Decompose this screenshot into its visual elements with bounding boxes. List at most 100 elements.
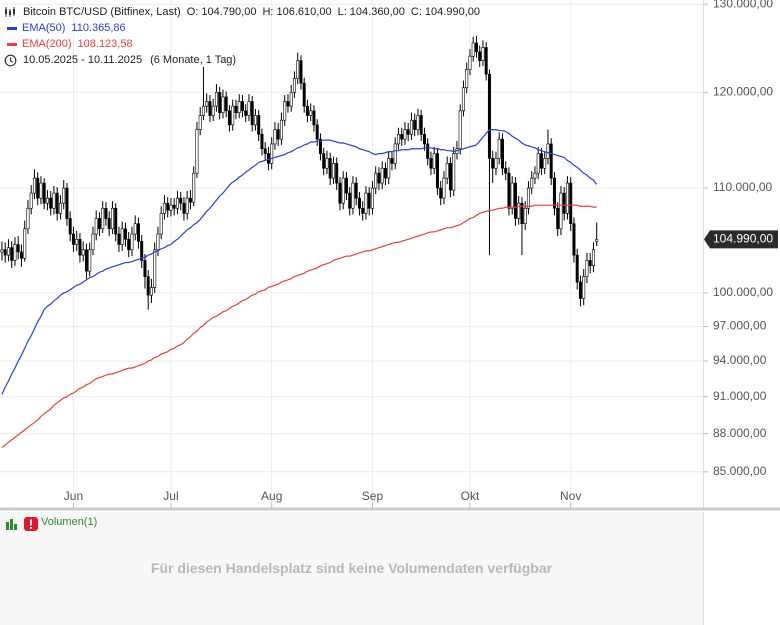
candle-body xyxy=(260,134,264,150)
candle-body xyxy=(247,101,251,116)
candle-body xyxy=(338,182,342,204)
candle-body xyxy=(396,134,400,145)
candle-body xyxy=(49,197,53,209)
candle-body xyxy=(172,204,176,209)
candle-body xyxy=(75,238,79,245)
candle-body xyxy=(179,197,183,204)
y-tick-label: 97.000,00 xyxy=(713,319,767,333)
candle-body xyxy=(149,287,153,296)
ohlc-label: H: 106.610,00 xyxy=(262,6,332,18)
y-tick-label: 85.000,00 xyxy=(713,464,767,478)
candle-body xyxy=(513,182,517,219)
legend-row: 10.05.2025 - 10.11.2025 (6 Monate, 1 Tag… xyxy=(4,52,486,68)
candle-body xyxy=(84,249,88,272)
candle-body xyxy=(117,233,121,245)
candle-body xyxy=(133,223,137,235)
candle-body xyxy=(286,101,290,107)
candle-body xyxy=(94,218,98,235)
candle-body xyxy=(296,60,300,79)
x-tick-label: Okt xyxy=(461,489,480,503)
candle-body xyxy=(442,177,446,199)
candle-body xyxy=(195,129,199,174)
candle-body xyxy=(240,101,244,112)
ohlc-label: C: 104.990,00 xyxy=(410,6,480,18)
candle-body xyxy=(507,172,511,209)
volume-panel: Volumen(1) Für diesen Handelsplatz sind … xyxy=(0,512,704,625)
candle-body xyxy=(136,223,140,242)
candle-body xyxy=(237,101,241,113)
candle-body xyxy=(416,115,420,130)
candle-body xyxy=(16,244,20,253)
candle-body xyxy=(530,177,534,189)
x-tick-label: Sep xyxy=(362,489,384,503)
candle-body xyxy=(484,47,488,75)
legend-name: EMA(50) xyxy=(22,22,66,34)
candle-body xyxy=(273,129,277,145)
candle-body xyxy=(377,172,381,184)
candle-body xyxy=(305,105,309,116)
y-tick-label: 91.000,00 xyxy=(713,389,767,403)
ohlc-label: L: 104.360,00 xyxy=(337,6,405,18)
candle-body xyxy=(153,249,157,288)
candle-body xyxy=(39,182,43,199)
price-tag-label: 104.990,00 xyxy=(713,232,773,246)
candle-body xyxy=(471,42,475,57)
legend-value: 110.365,86 xyxy=(71,22,126,34)
candle-body xyxy=(312,110,316,126)
candle-body xyxy=(101,207,105,230)
candle-body xyxy=(367,192,371,209)
candle-body xyxy=(409,119,413,135)
volume-message: Für diesen Handelsplatz sind keine Volum… xyxy=(150,560,553,576)
candle-body xyxy=(266,153,270,164)
period-note: (6 Monate, 1 Tag) xyxy=(150,54,237,66)
candle-body xyxy=(435,153,439,189)
legend-row: EMA(50) 110.365,86 xyxy=(4,20,486,36)
x-tick-label: Nov xyxy=(560,489,581,503)
candle-body xyxy=(419,115,423,135)
candle-body xyxy=(575,254,579,283)
candle-body xyxy=(88,249,92,272)
candle-body xyxy=(387,158,391,179)
candle-body xyxy=(322,153,326,169)
candle-body xyxy=(214,92,218,107)
candle-body xyxy=(263,148,267,154)
candle-body xyxy=(36,177,40,199)
candle-body xyxy=(315,124,319,140)
candle-body xyxy=(364,192,368,214)
candle-body xyxy=(127,238,131,251)
candle-body xyxy=(6,247,10,256)
candle-body xyxy=(559,192,563,230)
candle-body xyxy=(539,153,543,169)
candle-body xyxy=(283,101,287,121)
candle-body xyxy=(452,153,456,191)
candle-body xyxy=(465,69,469,89)
candle-body xyxy=(227,110,231,126)
x-tick-label: Jun xyxy=(64,489,83,503)
y-tick-label: 120.000,00 xyxy=(713,84,773,98)
candle-body xyxy=(549,143,553,179)
candle-body xyxy=(406,129,410,135)
candle-body xyxy=(52,192,56,209)
candle-body xyxy=(201,105,205,116)
ema-line xyxy=(1,204,597,448)
candle-body xyxy=(491,158,495,169)
candle-body xyxy=(331,163,335,179)
candle-body xyxy=(107,218,111,230)
legend-row: EMA(200) 108.123,58 xyxy=(4,36,486,52)
legend: Bitcoin BTC/USD (Bitfinex, Last) O: 104.… xyxy=(4,4,486,68)
candle-body xyxy=(231,105,235,126)
y-tick-label: 94.000,00 xyxy=(713,353,767,367)
legend-swatch xyxy=(7,42,17,46)
candle-body xyxy=(432,153,436,169)
candle-body xyxy=(175,197,179,209)
candle-body xyxy=(328,158,332,179)
candle-body xyxy=(458,110,462,150)
candle-body xyxy=(494,158,498,169)
candle-body xyxy=(474,42,478,53)
candle-body xyxy=(357,197,361,209)
ohlc-label: O: 104.790,00 xyxy=(186,6,257,18)
candle-body xyxy=(582,276,586,299)
candle-body xyxy=(500,138,504,169)
candle-body xyxy=(569,182,573,224)
